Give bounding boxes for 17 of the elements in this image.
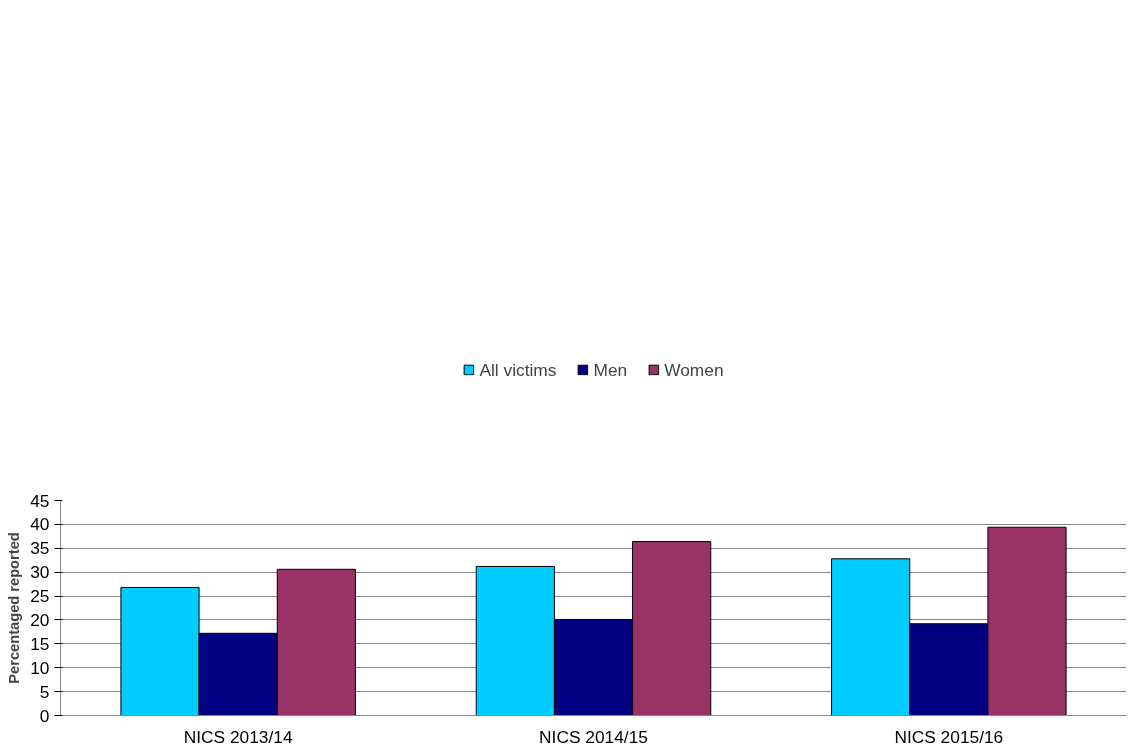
y-tick-label: 20 [30, 609, 50, 630]
y-tick-label: 10 [30, 657, 50, 678]
x-tick-label: NICS 2013/14 [183, 726, 293, 747]
legend-label: All victims [479, 359, 557, 381]
y-axis-title: Percentaged reported [6, 532, 23, 684]
x-tick-label: NICS 2014/15 [539, 726, 648, 747]
legend-label: Men [593, 359, 628, 381]
y-tick-label: 25 [30, 586, 50, 607]
y-tick-label: 40 [30, 514, 50, 535]
y-tick-label: 5 [39, 681, 50, 702]
y-tick-label: 45 [30, 490, 50, 511]
y-tick-label: 30 [30, 562, 50, 583]
x-tick-label: NICS 2015/16 [894, 726, 1004, 747]
y-tick-label: 0 [39, 705, 50, 726]
y-tick-label: 35 [30, 538, 50, 559]
legend-label: Women [664, 359, 724, 381]
y-tick-label: 15 [30, 633, 50, 654]
